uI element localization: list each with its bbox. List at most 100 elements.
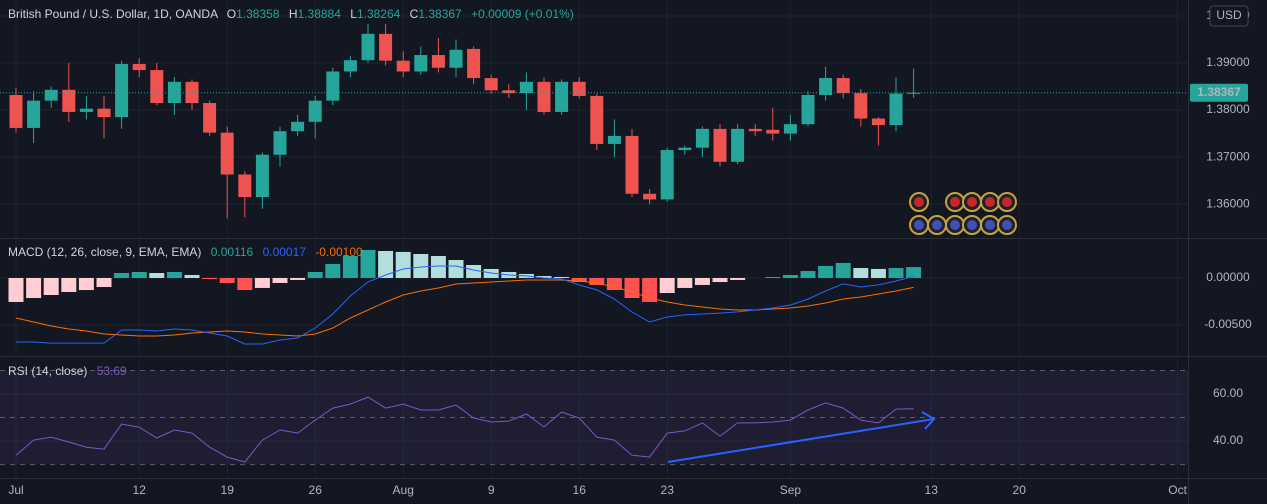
histogram-bar [325, 263, 341, 278]
candle-body [255, 154, 269, 198]
y-tick-label: 1.36000 [1206, 196, 1250, 210]
histogram-bar [466, 265, 482, 278]
y-tick-label: 0.00000 [1206, 270, 1250, 284]
histogram-bar [166, 271, 182, 278]
y-tick-label: 1.37000 [1206, 149, 1250, 163]
histogram-bar [149, 273, 165, 278]
candle-body [150, 70, 164, 104]
candle-body [854, 93, 868, 119]
x-tick-label: 13 [925, 483, 939, 497]
ohlc-letter: L [350, 7, 357, 21]
candle-body [836, 78, 850, 94]
candle-body [9, 95, 23, 128]
x-tick-label: Sep [780, 483, 802, 497]
histogram-bar [888, 268, 904, 278]
candle-body [502, 90, 516, 94]
histogram-bar [61, 277, 77, 292]
candle-body [572, 81, 586, 96]
histogram-bar [413, 254, 429, 278]
histogram-bar [694, 277, 710, 285]
histogram-bar [360, 249, 376, 278]
histogram-bar [730, 277, 746, 280]
histogram-bar [395, 251, 411, 278]
candle-body [361, 33, 375, 61]
price-label: 1.38367 [1197, 85, 1241, 99]
macd-title: MACD (12, 26, close, 9, EMA, EMA) [8, 245, 201, 259]
candle-body [484, 78, 498, 91]
signal-value: -0.00100 [315, 245, 363, 259]
histogram-bar [8, 277, 24, 302]
candle-body [678, 147, 692, 151]
candle-body [907, 92, 921, 94]
candle-body [414, 55, 428, 72]
histogram-bar [307, 271, 323, 278]
rsi-value: 53.69 [97, 364, 127, 378]
symbol-title: British Pound / U.S. Dollar, 1D, OANDA [8, 7, 218, 21]
candle-body [79, 108, 93, 112]
y-tick-label: 1.38000 [1206, 102, 1250, 116]
ohlc-letter: C [410, 7, 419, 21]
histogram-bar [835, 262, 851, 278]
candle-body [115, 63, 129, 118]
ohlc-value: 1.38264 [357, 7, 401, 21]
histogram-bar [448, 260, 464, 278]
x-tick-label: 20 [1013, 483, 1027, 497]
currency-label: USD [1216, 8, 1242, 22]
histogram-bar [782, 274, 798, 278]
ohlc-value: 1.38358 [236, 7, 280, 21]
y-tick-label: -0.00500 [1204, 317, 1252, 331]
histogram-bar [712, 277, 728, 283]
x-tick-label: 9 [488, 483, 495, 497]
candle-body [625, 135, 639, 194]
event-icons [909, 192, 1017, 235]
candle-body [889, 93, 903, 126]
candle-body [537, 81, 551, 112]
candle-body [783, 124, 797, 134]
histogram-bar [430, 255, 446, 278]
rsi-legend: RSI (14, close) 53.69 [8, 364, 127, 378]
candle-body [27, 100, 41, 128]
histogram-bar [571, 277, 587, 283]
histogram-bar [536, 276, 552, 278]
candle-body [555, 81, 569, 112]
candle-body [731, 128, 745, 162]
histogram-bar [818, 265, 834, 278]
candle-body [801, 95, 815, 125]
histogram-bar [78, 277, 94, 291]
candle-body [748, 128, 762, 132]
y-tick-label: 40.00 [1213, 433, 1243, 447]
candle-body [607, 135, 621, 144]
x-tick-label: Oct [1168, 483, 1187, 497]
ohlc-letter: H [289, 7, 298, 21]
currency-box [1209, 5, 1249, 27]
rsi-title: RSI (14, close) [8, 364, 87, 378]
candle-body [273, 131, 287, 155]
histogram-bar [677, 277, 693, 288]
candle-body [819, 78, 833, 96]
candle-body [291, 121, 305, 132]
candle-body [396, 60, 410, 72]
macd-value: 0.00017 [263, 245, 307, 259]
macd-legend: MACD (12, 26, close, 9, EMA, EMA) 0.0011… [8, 245, 363, 259]
candle-body [660, 150, 674, 200]
candle-body [379, 33, 393, 61]
histogram-bar [114, 273, 130, 278]
candle-body [643, 193, 657, 200]
histogram-bar [554, 276, 570, 278]
histogram-bar [184, 274, 200, 278]
candle-body [238, 174, 252, 198]
hist-value: 0.00116 [211, 245, 254, 259]
trend-arrow [667, 411, 936, 463]
histogram-bar [43, 277, 59, 296]
change: +0.00009 (+0.01%) [471, 7, 574, 21]
candle-body [132, 63, 146, 71]
histogram-bar [870, 268, 886, 278]
histogram-bar [254, 277, 270, 288]
x-tick-label: 26 [309, 483, 323, 497]
histogram-bar [219, 277, 235, 283]
histogram-bar [96, 277, 112, 288]
histogram-bar [342, 255, 358, 278]
y-tick-label: 1.39000 [1206, 55, 1250, 69]
histogram-bar [642, 277, 658, 302]
